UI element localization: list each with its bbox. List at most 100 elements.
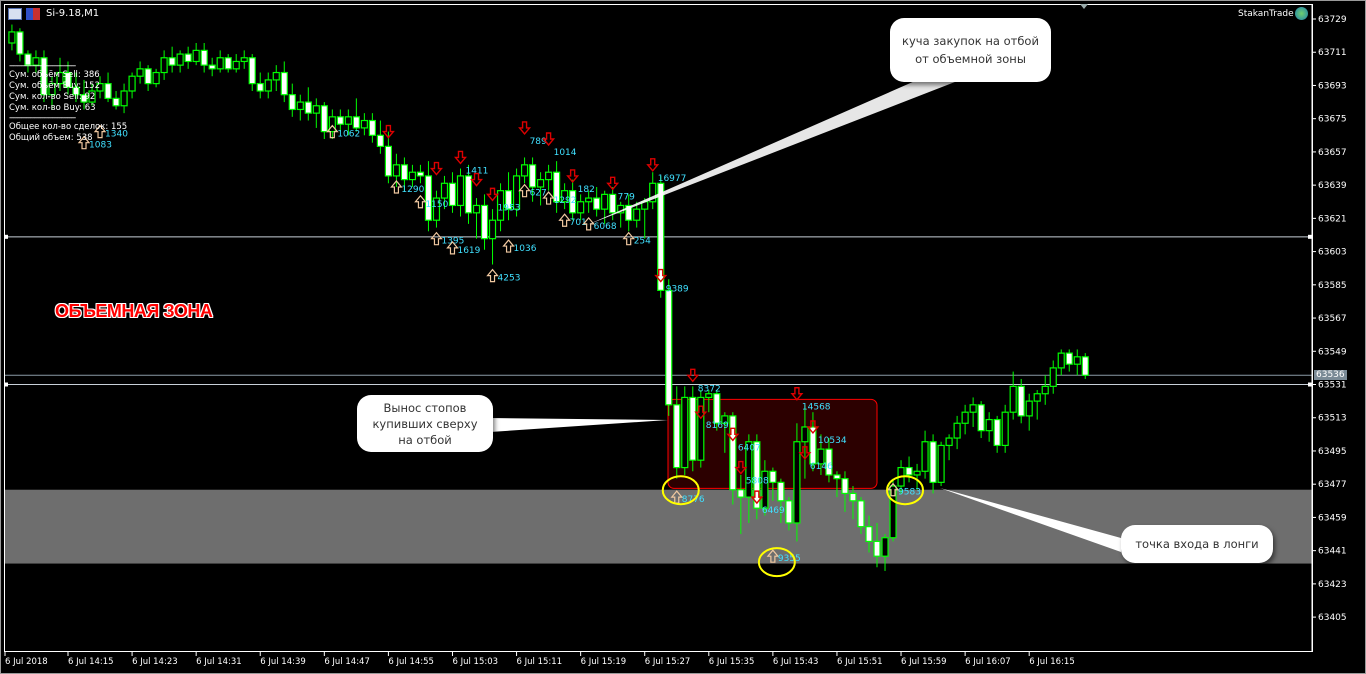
sell-arrow-icon [542,132,556,147]
scroll-marker-icon[interactable] [1080,4,1088,9]
candle-body [953,422,961,439]
candle [585,190,593,213]
price-tick-label: 63711 [1318,48,1347,58]
candle-body [753,441,761,509]
candle [1033,390,1041,420]
buy-marker: 1083 [77,135,112,151]
candle-body [200,49,208,66]
candle-body [721,415,729,424]
candle-body [801,426,809,443]
buy-arrow-icon [518,183,531,198]
candle-body [312,105,320,114]
candle [64,61,72,95]
candle-body [16,31,24,55]
candle [881,534,889,571]
candle [120,83,128,114]
candle-body [360,119,368,129]
sell-marker: 779 [606,176,635,202]
sell-marker: 9389 [654,268,689,295]
volume-label: 1083 [89,141,112,151]
candle [785,497,793,531]
candle [649,172,657,210]
callout-buy-pile[interactable]: куча закупок на отбой от объемной зоны [890,18,1051,82]
candle [488,209,497,265]
candle-body [136,68,144,77]
candle [256,72,264,99]
candle [833,471,841,498]
candle [673,386,681,479]
candle-body [1049,367,1057,387]
buy-arrow-icon [446,240,459,255]
candle-body [793,441,801,524]
candle-body [80,94,88,103]
candle-body [192,49,200,63]
candle-body [152,71,160,85]
candle-body [8,31,16,44]
candle-body [977,404,985,432]
candle-body [272,71,280,81]
price-tick-label: 63441 [1318,547,1347,557]
time-tick-label: 6 Jul 16:15 [1029,657,1075,667]
candle [96,76,104,99]
buy-arrow-icon [582,216,595,231]
candle-body [873,540,881,557]
buy-marker: 9583 [886,482,921,498]
candle [384,131,392,184]
callout-stop-run[interactable]: Вынос стопов купивших сверху на отбой [357,395,493,452]
candle [577,194,585,221]
candle [929,434,937,494]
candle [16,28,24,62]
buy-arrow-icon [622,231,635,246]
candle-body [681,396,689,469]
candle-body [56,71,64,85]
time-tick-label: 6 Jul 2018 [5,657,48,667]
candle-body [785,500,793,524]
candle [376,120,384,154]
candle-body [961,411,969,424]
candle [400,157,409,191]
candle-body [825,448,833,476]
candle [368,113,376,143]
chart-properties-icon[interactable] [8,8,22,20]
volume-label: 1290 [401,185,424,195]
candle [1057,349,1065,376]
buy-arrow-icon [77,135,91,150]
volume-label: 9389 [666,285,689,295]
candle-body [673,404,681,469]
candle [456,168,465,217]
callout-pointer [940,488,1121,552]
candle-body [384,145,392,177]
sell-marker: 789 [518,121,547,147]
buy-marker: 6068 [582,216,617,232]
sell-marker: 8169 [694,405,729,431]
callout-line: Вынос стопов [383,400,467,415]
candle [104,72,112,103]
candle-body [232,60,240,70]
callout-long-entry[interactable]: точка входа в лонги [1121,525,1273,563]
sell-marker [429,161,443,176]
volume-label: 254 [634,237,651,247]
candle [817,434,825,475]
candle-body [440,182,449,199]
candle [961,404,969,435]
candle [320,102,328,139]
stakantrade-logo-icon [1295,7,1308,20]
candle [825,438,833,483]
buy-marker: 1290 [390,180,425,195]
candle [561,183,569,210]
candle [1049,360,1057,394]
candle-body [536,179,545,188]
candle-body [480,204,489,240]
candle [921,430,929,479]
time-tick-label: 6 Jul 14:47 [324,657,370,667]
sell-arrow-icon [790,387,804,401]
candle-body [553,171,561,203]
candle [1001,404,1009,453]
candle [697,390,705,468]
callout-pointer [587,70,960,225]
candle-body [609,193,617,214]
template-icon[interactable] [26,8,40,20]
candle [280,61,288,103]
sell-marker: 1411 [453,150,488,176]
